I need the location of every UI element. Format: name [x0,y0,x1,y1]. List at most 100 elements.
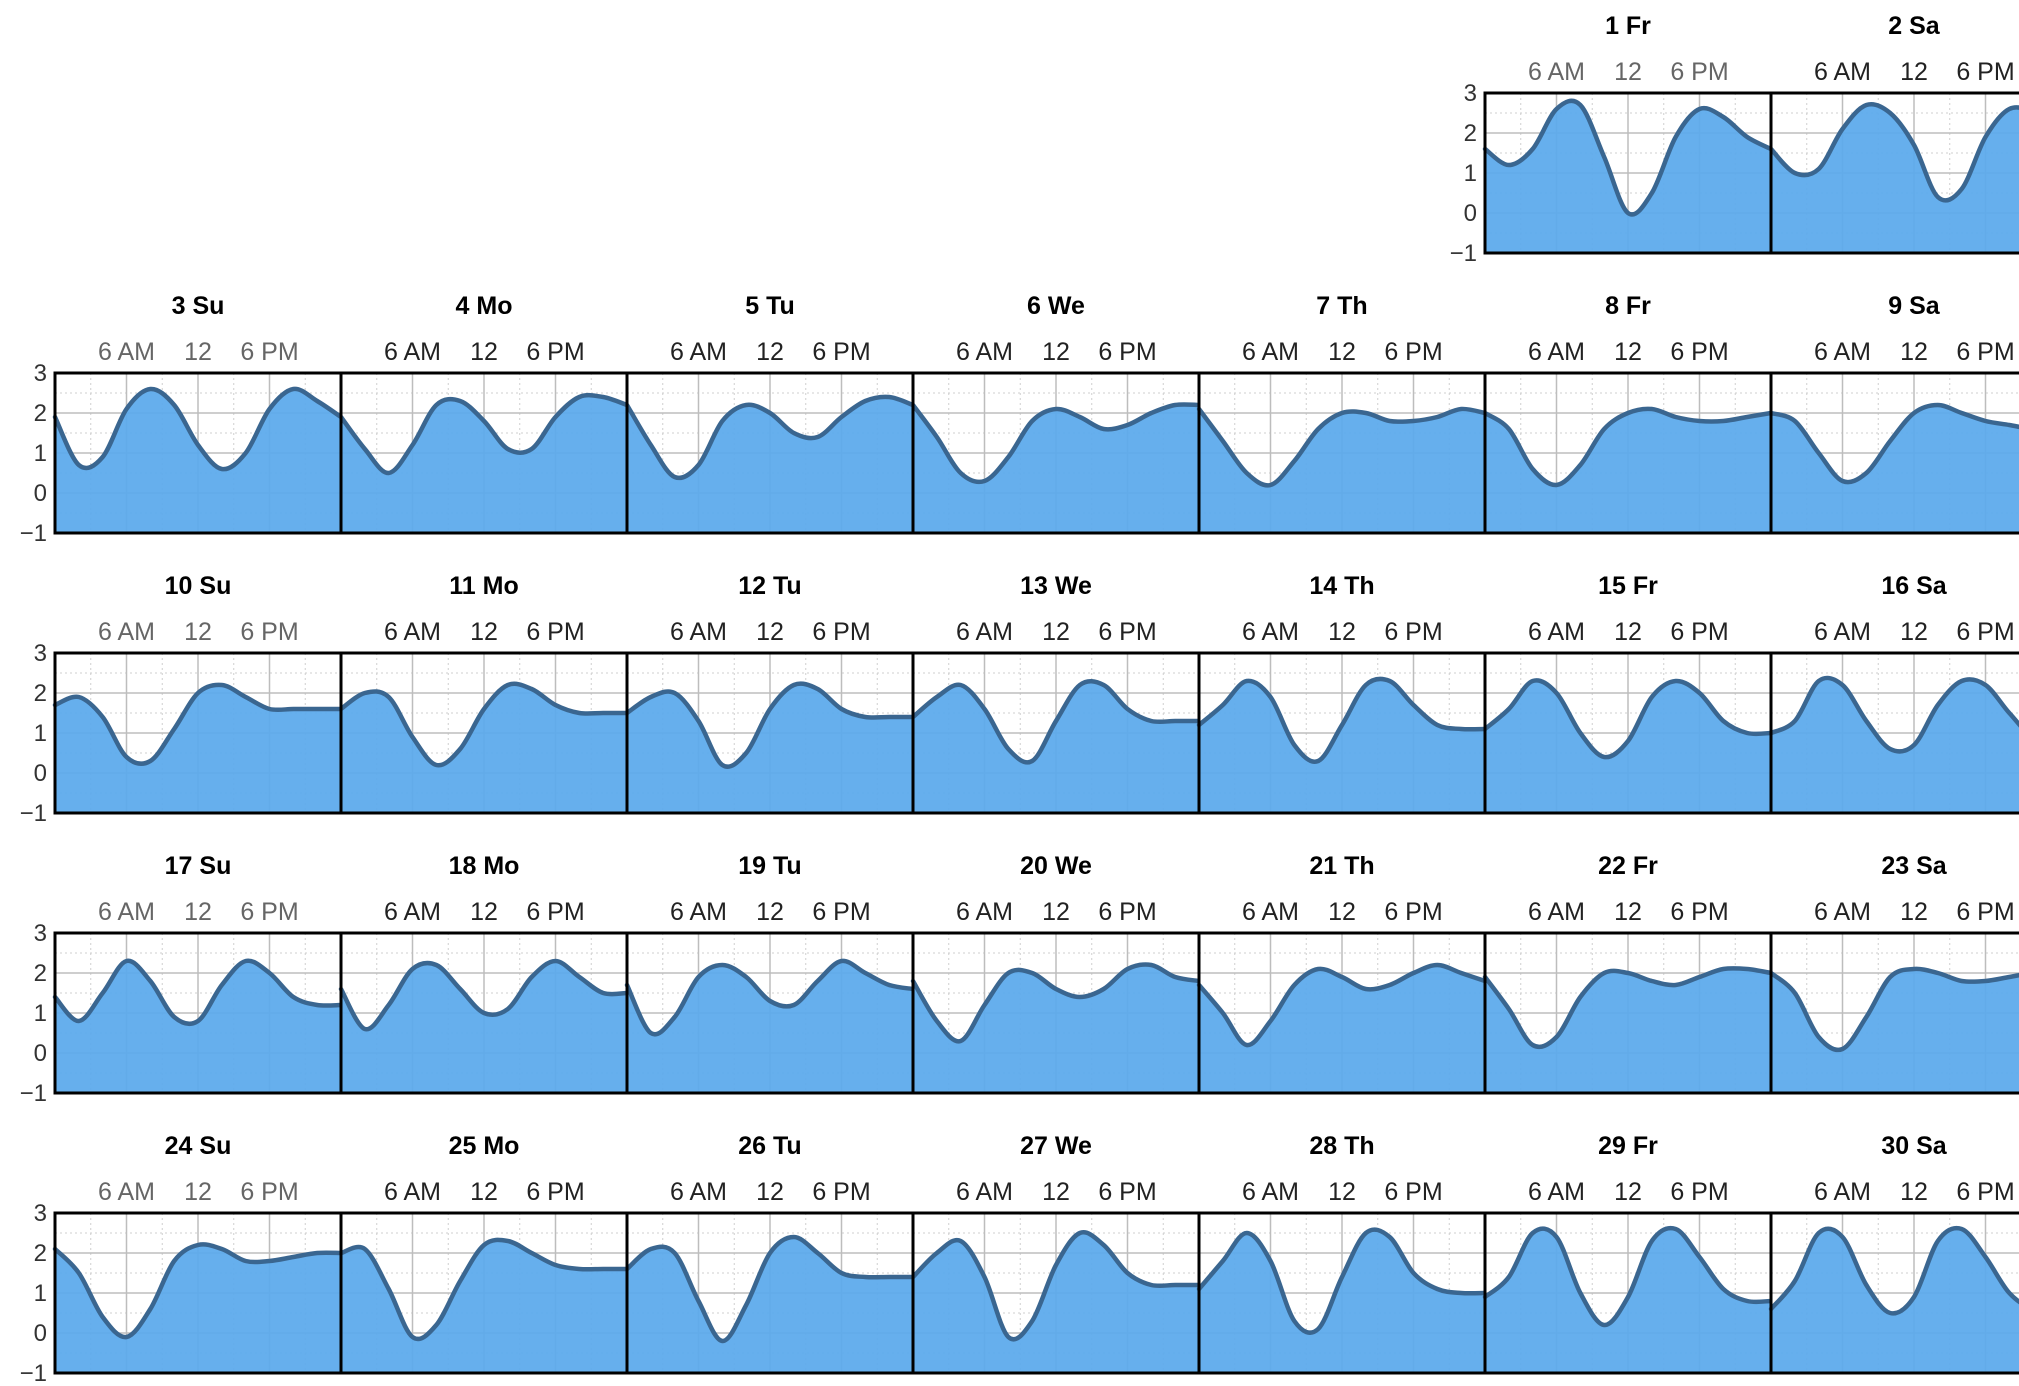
x-tick-label: 6 PM [1956,618,2014,646]
x-tick-label: 6 AM [956,1178,1013,1206]
x-tick-label: 6 AM [98,1178,155,1206]
x-tick-label: 12 [756,618,784,646]
x-tick-label: 6 AM [384,618,441,646]
tide-area-18-mo [341,961,627,1093]
x-tick-label: 12 [1328,338,1356,366]
tide-area-4-mo [341,395,627,533]
tide-area-16-sa [1771,677,2019,813]
day-title: 25 Mo [449,1132,520,1160]
x-tick-label: 6 PM [1956,58,2014,86]
tide-line-26-tu [624,1234,916,1344]
tide-area-21-th [1199,965,1485,1093]
tide-line-3-su [52,386,344,472]
x-tick-label: 6 PM [526,338,584,366]
x-tick-label: 6 PM [1670,618,1728,646]
day-title: 1 Fr [1605,12,1651,40]
x-tick-label: 6 AM [384,1178,441,1206]
tide-area-17-su [55,960,341,1093]
tide-line-10-su [52,682,344,766]
day-title: 23 Sa [1881,852,1947,880]
day-title: 20 We [1020,852,1092,880]
tide-area-25-mo [341,1239,627,1373]
x-tick-label: 12 [1042,338,1070,366]
x-tick-label: 6 PM [1384,1178,1442,1206]
day-title: 29 Fr [1598,1132,1658,1160]
tide-line-20-we [910,962,1202,1044]
x-tick-label: 12 [1614,618,1642,646]
y-tick-label: 0 [34,760,47,787]
day-panel-frame [1769,91,2019,255]
x-tick-label: 12 [184,338,212,366]
y-tick-label: 3 [34,1200,47,1227]
tide-area-1-fr [1485,100,1771,253]
tide-line-28-th [1196,1227,1488,1335]
tide-area-14-th [1199,678,1485,813]
tide-line-2-sa [1768,101,2019,203]
x-tick-label: 6 AM [670,898,727,926]
tide-line-29-fr [1482,1225,1774,1328]
x-tick-label: 6 PM [812,618,870,646]
x-tick-label: 6 PM [1670,898,1728,926]
x-tick-label: 6 AM [98,338,155,366]
tide-area-12-tu [627,683,913,813]
day-title: 9 Sa [1888,292,1941,320]
x-tick-label: 6 PM [240,338,298,366]
day-title: 6 We [1027,292,1085,320]
tide-line-15-fr [1482,678,1774,760]
tide-line-11-mo [338,681,630,768]
x-tick-label: 6 AM [1242,898,1299,926]
x-tick-label: 12 [1328,618,1356,646]
day-title: 17 Su [165,852,232,880]
y-tick-label: −1 [20,800,47,827]
day-title: 26 Tu [738,1132,801,1160]
tide-line-24-su [52,1242,344,1340]
x-tick-label: 6 AM [1528,338,1585,366]
x-tick-label: 6 PM [526,618,584,646]
y-tick-label: 1 [34,1280,47,1307]
x-tick-label: 6 AM [1814,58,1871,86]
x-tick-label: 6 PM [1384,338,1442,366]
tide-line-12-tu [624,681,916,769]
x-tick-label: 12 [1900,338,1928,366]
x-tick-label: 12 [1900,898,1928,926]
x-tick-label: 6 PM [1956,898,2014,926]
day-title: 4 Mo [456,292,513,320]
tide-line-9-sa [1768,402,2019,485]
x-tick-label: 6 PM [1670,338,1728,366]
tide-area-8-fr [1485,408,1771,533]
x-tick-label: 12 [756,338,784,366]
day-title: 12 Tu [738,572,801,600]
day-title: 30 Sa [1881,1132,1947,1160]
tide-line-22-fr [1482,965,1774,1050]
tide-line-27-we [910,1230,1202,1342]
tide-line-23-sa [1768,966,2019,1053]
x-tick-label: 6 PM [812,898,870,926]
x-tick-label: 6 AM [1528,898,1585,926]
tide-area-13-we [913,681,1199,813]
x-tick-label: 12 [1900,1178,1928,1206]
tide-area-5-tu [627,396,913,533]
day-title: 21 Th [1309,852,1374,880]
x-tick-label: 6 PM [812,338,870,366]
y-tick-label: −1 [20,1080,47,1107]
x-tick-label: 6 PM [240,898,298,926]
tide-line-1-fr [1482,98,1774,217]
day-title: 18 Mo [449,852,520,880]
x-tick-label: 6 AM [670,338,727,366]
tide-area-23-sa [1771,968,2019,1093]
tide-line-25-mo [338,1237,630,1342]
x-tick-label: 12 [1328,1178,1356,1206]
x-tick-label: 6 AM [1528,58,1585,86]
y-tick-label: 2 [34,680,47,707]
x-tick-label: 6 AM [1242,618,1299,646]
x-tick-label: 6 AM [1814,898,1871,926]
x-tick-label: 6 PM [1670,1178,1728,1206]
tide-line-19-tu [624,958,916,1037]
tide-line-7-th [1196,406,1488,488]
day-title: 11 Mo [449,572,518,600]
day-title: 3 Su [172,292,225,320]
x-tick-label: 12 [1900,618,1928,646]
y-tick-label: 3 [34,360,47,387]
x-tick-label: 6 AM [384,898,441,926]
x-tick-label: 12 [470,338,498,366]
